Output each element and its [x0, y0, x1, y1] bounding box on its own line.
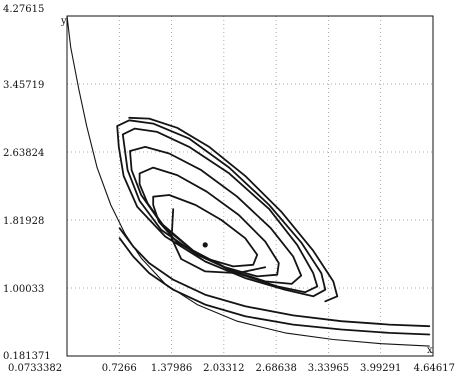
- x-tick-label: 3.99291: [360, 363, 401, 374]
- trajectory-line: [170, 208, 267, 274]
- trajectories: [66, 15, 431, 347]
- x-tick-label: 0.7266: [102, 363, 137, 374]
- plot-frame: [66, 15, 434, 357]
- x-axis-label: x: [427, 345, 433, 356]
- x-tick-label: 3.33965: [308, 363, 349, 374]
- x-tick-label: 2.03312: [203, 363, 244, 374]
- equilibrium-point: [202, 242, 208, 248]
- grid-lines: [67, 16, 433, 356]
- trajectory-line: [121, 127, 319, 294]
- trajectory-line: [138, 166, 280, 278]
- trajectory-line: [66, 15, 430, 347]
- x-tick-label: 0.0733382: [8, 363, 62, 374]
- y-tick-label: 0.181371: [3, 351, 51, 362]
- x-tick-label: 2.68638: [255, 363, 296, 374]
- y-axis-label: y: [60, 16, 67, 27]
- y-tick-label: 2.63824: [3, 148, 44, 159]
- y-tick-labels: 0.181371 1.00033 1.81928 2.63824 3.45719 4.27…: [3, 4, 51, 362]
- y-tick-label: 4.27615: [3, 4, 44, 15]
- trajectory-line: [128, 116, 339, 303]
- x-tick-labels: 0.0733382 0.7266 1.37986 2.03312 2.68638 3.33…: [8, 363, 455, 374]
- y-tick-label: 3.45719: [3, 80, 44, 91]
- y-tick-label: 1.00033: [3, 284, 44, 295]
- trajectory-line: [118, 237, 431, 336]
- x-tick-label: 1.37986: [151, 363, 192, 374]
- trajectory-line: [152, 194, 259, 268]
- trajectory-line: [118, 227, 431, 328]
- x-tick-label: 4.64617: [414, 363, 455, 374]
- trajectory-line: [116, 119, 327, 298]
- y-tick-label: 1.81928: [3, 216, 44, 227]
